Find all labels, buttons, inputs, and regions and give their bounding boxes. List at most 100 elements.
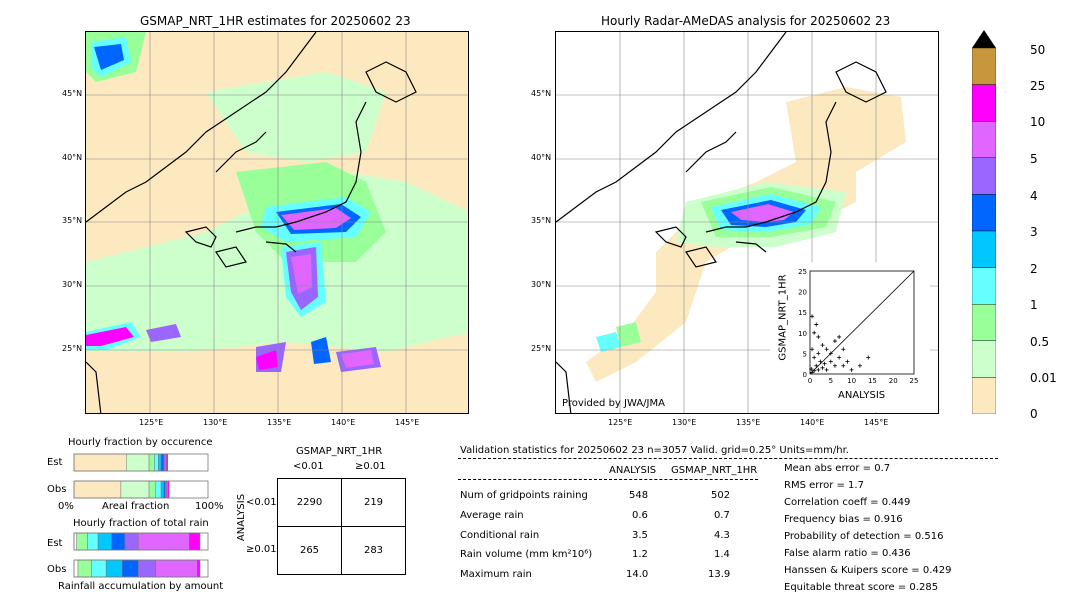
validation-row-label: Conditional rain <box>460 530 540 541</box>
occurrence-bar-segment <box>154 453 159 472</box>
occurrence-bar-segment <box>160 453 165 472</box>
validation-row-gsmap: 0.7 <box>714 510 730 521</box>
occurrence-bar-segment <box>155 480 162 499</box>
contingency-col-ge: ≥0.01 <box>355 461 386 472</box>
scatter-svg: 00 5 5 10 10 15 15 20 20 25 25 <box>798 268 918 385</box>
credit-label: Provided by JWA/JMA <box>562 398 665 409</box>
scatter-xtick: 10 <box>847 377 856 385</box>
rainfall-bar-segment <box>121 559 139 578</box>
right-lat-label: 35°N <box>531 216 552 225</box>
occurrence-bar-segment <box>166 453 169 472</box>
right-lat-label: 45°N <box>531 89 552 98</box>
scatter-ytick: 15 <box>798 309 807 317</box>
rainfall-bar-segment <box>197 559 201 578</box>
occurrence-bar-segment-frame <box>73 480 209 499</box>
scatter-xtick: 20 <box>889 377 898 385</box>
scatter-point <box>845 359 850 364</box>
contingency-table: 2290 219 265 283 <box>277 478 406 575</box>
occurrence-bar-segment <box>73 480 122 499</box>
right-lat-label: 25°N <box>531 344 552 353</box>
validation-row-label: Maximum rain <box>460 569 532 580</box>
validation-row-gsmap: 1.4 <box>714 549 730 560</box>
right-lat-label: 40°N <box>531 153 552 162</box>
right-lon-label: 125°E <box>608 418 633 427</box>
occurrence-bars <box>73 453 209 499</box>
occurrence-bar-segment <box>148 480 156 499</box>
colorbar-swatch <box>972 304 996 342</box>
scatter-point <box>810 370 815 375</box>
colorbar-swatch <box>972 47 996 85</box>
validation-col-analysis: ANALYSIS <box>609 465 657 476</box>
left-map-field <box>86 32 468 413</box>
colorbar <box>972 30 996 414</box>
left-map-title: GSMAP_NRT_1HR estimates for 20250602 23 <box>140 14 411 28</box>
colorbar-swatch <box>972 194 996 232</box>
rainfall-title: Hourly fraction of total rain <box>73 518 209 529</box>
scatter-point <box>809 367 814 372</box>
validation-divider <box>458 458 998 459</box>
scatter-point <box>832 363 837 368</box>
validation-score: Mean abs error = 0.7 <box>784 463 891 474</box>
left-lat-label: 25°N <box>62 344 83 353</box>
occurrence-axis-left: 0% <box>58 501 74 512</box>
rainfall-bar-segment-frame <box>73 559 209 578</box>
validation-row-label: Num of gridpoints raining <box>460 490 588 501</box>
rainfall-bar-segment <box>76 532 88 551</box>
left-lat-label: 35°N <box>62 216 83 225</box>
scatter-point <box>816 367 821 372</box>
validation-row-analysis: 0.6 <box>632 510 648 521</box>
occurrence-bar-segment <box>148 453 155 472</box>
validation-col-gsmap: GSMAP_NRT_1HR <box>671 465 758 476</box>
rainfall-bar-segment <box>73 532 77 551</box>
colorbar-swatch <box>972 157 996 195</box>
scatter-xlabel: ANALYSIS <box>838 390 886 401</box>
scatter-point <box>841 363 846 368</box>
occurrence-axis-right: 100% <box>195 501 224 512</box>
contingency-row-lt: <0.01 <box>246 497 277 508</box>
scatter-point <box>832 339 837 344</box>
occurrence-est-label: Est <box>47 457 63 468</box>
scatter-point <box>849 367 854 372</box>
validation-score: Frequency bias = 0.916 <box>784 514 903 525</box>
colorbar-label: 5 <box>1030 152 1038 166</box>
colorbar-swatch <box>972 340 996 378</box>
scatter-plot: 0 0 5 5 10 10 15 15 20 20 25 25 <box>770 262 930 412</box>
scatter-point <box>857 363 862 368</box>
occurrence-bar-segment <box>73 453 127 472</box>
occurrence-title: Hourly fraction by occurence <box>68 437 213 448</box>
left-lon-label: 135°E <box>267 418 292 427</box>
scatter-point <box>820 365 825 370</box>
left-lat-label: 45°N <box>62 89 83 98</box>
scatter-xtick: 15 <box>868 377 877 385</box>
rainfall-bar-segment <box>138 559 156 578</box>
rainfall-bar-segment <box>155 559 198 578</box>
left-lat-label: 40°N <box>62 153 83 162</box>
rainfall-footer: Rainfall accumulation by amount <box>58 581 224 592</box>
colorbar-swatch <box>972 230 996 268</box>
rainfall-bar-segment <box>138 532 190 551</box>
scatter-point <box>820 343 825 348</box>
scatter-ytick: 20 <box>798 289 807 297</box>
validation-score: False alarm ratio = 0.436 <box>784 548 911 559</box>
validation-row-gsmap: 4.3 <box>714 530 730 541</box>
contingency-cell: 219 <box>341 478 406 527</box>
contingency-cell: 283 <box>341 526 406 575</box>
left-lon-label: 145°E <box>395 418 420 427</box>
rainfall-bar-segment-frame <box>73 532 209 551</box>
colorbar-label: 0.01 <box>1030 371 1057 385</box>
occurrence-bar-segment <box>160 480 165 499</box>
scatter-point <box>812 368 817 373</box>
validation-row-gsmap: 13.9 <box>708 569 731 580</box>
validation-col-divider <box>458 479 758 480</box>
left-lon-label: 140°E <box>331 418 356 427</box>
validation-row-analysis: 548 <box>629 490 649 501</box>
scatter-point <box>837 334 842 339</box>
colorbar-label: 25 <box>1030 79 1046 93</box>
rainfall-bar-segment <box>73 559 79 578</box>
colorbar-label: 2 <box>1030 262 1038 276</box>
scatter-point <box>824 347 829 352</box>
rainfall-bar-segment <box>111 532 126 551</box>
colorbar-label: 0 <box>1030 407 1038 421</box>
colorbar-swatch <box>972 120 996 158</box>
validation-row-label: Average rain <box>460 510 524 521</box>
